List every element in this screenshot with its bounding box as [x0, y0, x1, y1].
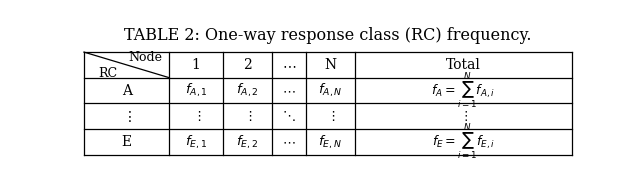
Text: $\vdots$: $\vdots$ [191, 109, 201, 123]
Text: Total: Total [446, 58, 481, 72]
Text: $f_{A,N}$: $f_{A,N}$ [318, 82, 342, 99]
Text: Node: Node [129, 51, 163, 64]
Text: $f_{E,1}$: $f_{E,1}$ [185, 133, 207, 150]
Text: 2: 2 [243, 58, 252, 72]
Text: $f_E = \sum_{i=1}^{N} f_{E,i}$: $f_E = \sum_{i=1}^{N} f_{E,i}$ [432, 122, 495, 162]
Text: $f_{A,1}$: $f_{A,1}$ [185, 82, 207, 99]
Text: $\vdots$: $\vdots$ [326, 109, 335, 123]
Text: $\vdots$: $\vdots$ [243, 109, 252, 123]
Text: A: A [122, 84, 132, 98]
Text: $\cdots$: $\cdots$ [282, 58, 296, 72]
Text: $\vdots$: $\vdots$ [459, 109, 468, 123]
Text: $f_{E,2}$: $f_{E,2}$ [236, 133, 259, 150]
Text: $\ddots$: $\ddots$ [282, 109, 296, 123]
Text: $\cdots$: $\cdots$ [282, 84, 296, 97]
Text: E: E [122, 135, 132, 149]
Text: $f_A = \sum_{i=1}^{N} f_{A,i}$: $f_A = \sum_{i=1}^{N} f_{A,i}$ [431, 70, 495, 111]
Text: 1: 1 [192, 58, 201, 72]
Text: $f_{A,2}$: $f_{A,2}$ [236, 82, 259, 99]
Text: N: N [324, 58, 337, 72]
Text: $\vdots$: $\vdots$ [122, 109, 131, 124]
Text: $f_{E,N}$: $f_{E,N}$ [319, 133, 342, 150]
Text: TABLE 2: One-way response class (RC) frequency.: TABLE 2: One-way response class (RC) fre… [124, 27, 532, 44]
Text: RC: RC [99, 67, 117, 80]
Text: $\cdots$: $\cdots$ [282, 135, 296, 148]
